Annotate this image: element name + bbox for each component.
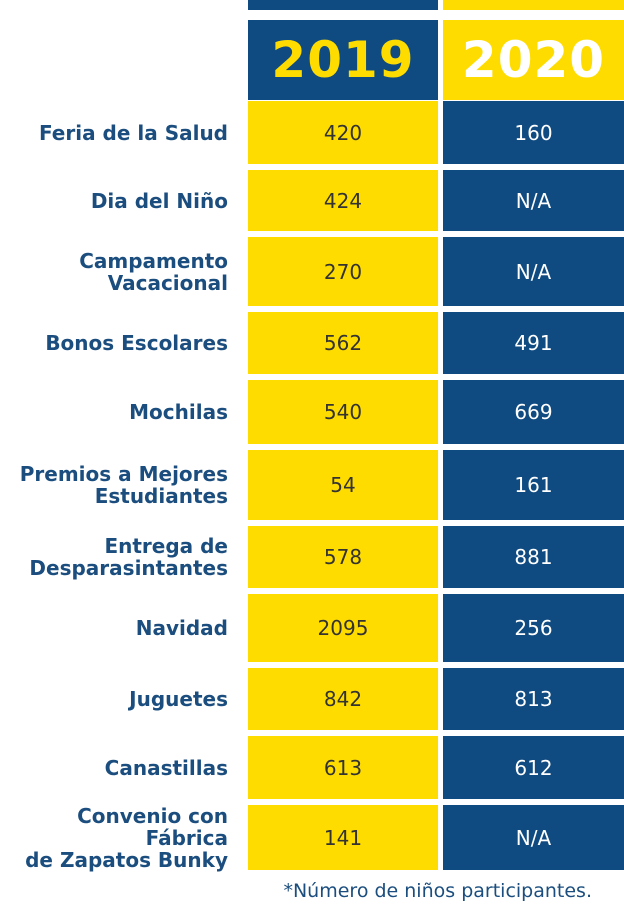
cell-2020: 612 [443,736,624,799]
row-label: Dia del Niño [90,188,228,213]
cell-2020: 491 [443,312,624,374]
cell-2019: 842 [248,668,438,730]
cell-2019: 613 [248,736,438,799]
row-label: Feria de la Salud [38,120,228,145]
cell-2020: 813 [443,668,624,730]
cell-2019: 2095 [248,594,438,662]
cell-2019: 424 [248,170,438,231]
row-label: Canastillas [104,755,228,780]
row-label: Entrega de Desparasintantes [29,534,228,580]
top-strip-2020 [443,0,624,10]
cell-2020: 669 [443,380,624,444]
cell-2019: 141 [248,805,438,870]
cell-2020: 161 [443,450,624,520]
row-label: Navidad [135,616,228,640]
row-label: Campamento Vacacional [79,248,228,295]
row-label: Mochilas [129,400,228,424]
row-label: Juguetes [129,687,228,711]
row-label: Premios a Mejores Estudiantes [19,462,228,508]
cell-2019: 578 [248,526,438,588]
cell-2020: 256 [443,594,624,662]
cell-2020: N/A [443,805,624,870]
cell-2019: 562 [248,312,438,374]
footnote: *Número de niños participantes. [283,880,592,902]
top-strip-2019 [248,0,438,10]
cell-2020: N/A [443,237,624,306]
column-header-2019: 2019 [248,20,438,100]
cell-2019: 54 [248,450,438,520]
cell-2020: 160 [443,101,624,164]
cell-2019: 420 [248,101,438,164]
cell-2019: 540 [248,380,438,444]
column-header-2020: 2020 [443,20,624,100]
row-label: Convenio con Fábrica de Zapatos Bunky [25,803,228,872]
cell-2020: N/A [443,170,624,231]
cell-2020: 881 [443,526,624,588]
cell-2019: 270 [248,237,438,306]
row-label: Bonos Escolares [45,331,228,355]
